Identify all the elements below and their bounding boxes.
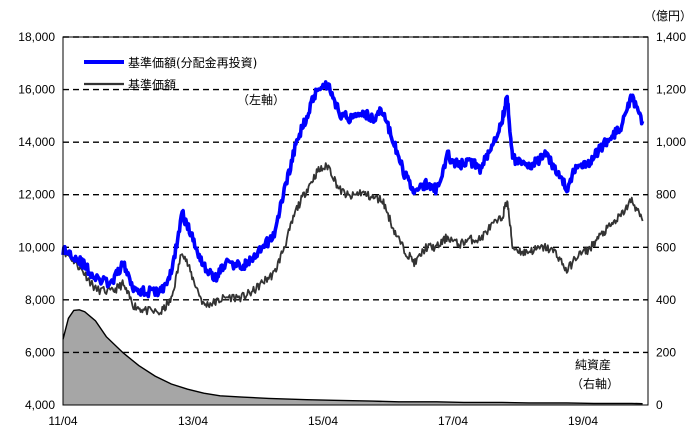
y-axis-left: 4,000 6,000 8,000 10,000 12,000 14,000 16,000 1… xyxy=(18,30,55,412)
left-axis-note: （左軸） xyxy=(237,92,285,107)
plot-border xyxy=(62,36,649,406)
legend-label-nav: 基準価額 xyxy=(128,77,176,92)
y-right-tick-label: 200 xyxy=(656,345,676,359)
y-left-tick-label: 6,000 xyxy=(25,345,55,359)
y-left-tick-label: 4,000 xyxy=(25,398,55,412)
y-right-tick-label: 0 xyxy=(656,398,663,412)
y-right-tick-label: 1,000 xyxy=(656,135,686,149)
y-right-tick-label: 1,200 xyxy=(656,83,686,97)
y-right-tick-label: 1,400 xyxy=(656,30,686,44)
x-tick-label: 17/04 xyxy=(438,414,468,428)
y-right-tick-label: 400 xyxy=(656,293,676,307)
y-right-tick-label: 800 xyxy=(656,188,676,202)
y-left-tick-label: 12,000 xyxy=(18,188,55,202)
y-axis-right: 0 200 400 600 800 1,000 1,200 1,400 xyxy=(656,30,686,412)
reinvested-nav-line xyxy=(61,80,645,299)
y-left-tick-label: 10,000 xyxy=(18,240,55,254)
x-tick-label: 11/04 xyxy=(48,414,77,428)
y-left-tick-label: 16,000 xyxy=(18,83,55,97)
legend: 基準価額(分配金再投資) 基準価額 xyxy=(84,55,257,92)
y-left-tick-label: 14,000 xyxy=(18,135,55,149)
x-axis: 11/04 13/04 15/04 17/04 19/04 xyxy=(48,414,598,428)
plot-frame xyxy=(62,36,649,406)
right-axis-unit: （億円） xyxy=(644,9,689,23)
plot-area xyxy=(63,37,648,405)
net-assets-label: 純資産 xyxy=(575,357,611,372)
right-axis-note: （右軸） xyxy=(571,376,619,391)
y-left-tick-label: 18,000 xyxy=(18,30,55,44)
plot-background xyxy=(63,37,648,405)
net-assets-fill xyxy=(63,309,643,405)
legend-label-reinvested: 基準価額(分配金再投資) xyxy=(128,55,257,70)
x-tick-label: 13/04 xyxy=(178,414,208,428)
x-tick-label: 19/04 xyxy=(568,414,598,428)
y-left-tick-label: 8,000 xyxy=(25,293,55,307)
nav-line xyxy=(62,162,644,316)
y-right-tick-label: 600 xyxy=(656,240,676,254)
net-assets-line xyxy=(62,309,643,405)
series-lines xyxy=(61,80,645,316)
net-assets-area xyxy=(62,309,643,405)
x-tick-label: 15/04 xyxy=(308,414,338,428)
